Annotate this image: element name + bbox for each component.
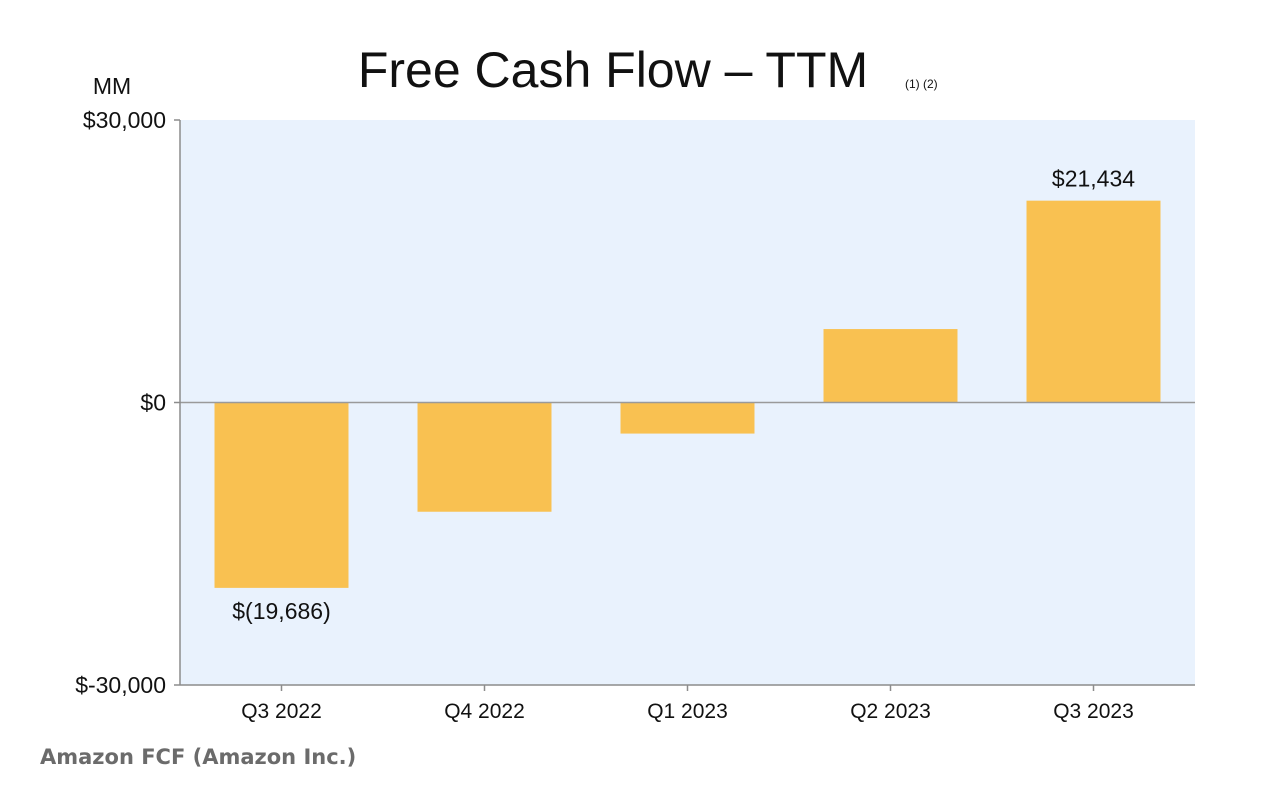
x-tick-label: Q3 2022 bbox=[241, 700, 322, 723]
data-labels: $(19,686) $21,434 bbox=[232, 166, 1135, 624]
y-axis-label: MM bbox=[93, 73, 131, 99]
bars-group bbox=[214, 200, 1161, 588]
x-tick-label: Q4 2022 bbox=[444, 700, 525, 723]
x-axis-ticks: Q3 2022 Q4 2022 Q1 2023 Q2 2023 Q3 2023 bbox=[241, 685, 1134, 723]
x-tick-label: Q2 2023 bbox=[850, 700, 931, 723]
data-label: $21,434 bbox=[1052, 166, 1135, 192]
chart-title-note: (1) (2) bbox=[905, 77, 938, 91]
bar-q2-2023 bbox=[823, 329, 958, 403]
bar-q1-2023 bbox=[620, 402, 755, 434]
bar-q3-2023 bbox=[1026, 200, 1161, 403]
bar-q3-2022 bbox=[214, 402, 349, 588]
y-axis-ticks: $30,000 $0 $-30,000 bbox=[75, 107, 180, 698]
y-tick-label: $0 bbox=[140, 390, 166, 416]
x-tick-label: Q1 2023 bbox=[647, 700, 728, 723]
data-label: $(19,686) bbox=[232, 598, 330, 624]
y-tick-label: $30,000 bbox=[83, 107, 166, 133]
bar-q4-2022 bbox=[417, 402, 552, 512]
figure-caption: Amazon FCF (Amazon Inc.) bbox=[40, 745, 357, 769]
chart-title: Free Cash Flow – TTM bbox=[358, 42, 868, 98]
x-tick-label: Q3 2023 bbox=[1053, 700, 1134, 723]
y-tick-label: $-30,000 bbox=[75, 672, 166, 698]
